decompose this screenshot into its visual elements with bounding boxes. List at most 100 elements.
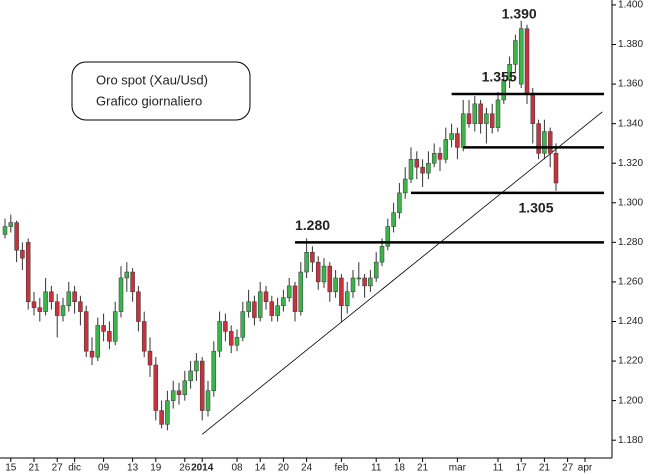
x-tick-label: 26	[179, 463, 191, 474]
candle-body	[298, 271, 304, 312]
x-tick-label: 21	[539, 463, 551, 474]
candle-body	[124, 271, 130, 279]
x-tick-label: 27	[562, 463, 574, 474]
candle-body	[495, 99, 501, 128]
x-tick-label: 21	[28, 463, 40, 474]
y-tick-label: 1.280	[618, 237, 643, 248]
x-tick-label: 08	[231, 463, 243, 474]
level-label: 1.355	[482, 69, 517, 85]
candle-body	[25, 242, 31, 302]
y-tick-label: 1.380	[618, 39, 643, 50]
candle-body	[147, 350, 153, 366]
candle-body	[275, 305, 280, 316]
peak-label: 1.390	[502, 5, 537, 21]
candle-body	[466, 113, 472, 124]
y-tick-label: 1.300	[618, 197, 643, 208]
candle-body	[176, 390, 182, 395]
candle-body	[420, 166, 425, 174]
candle-body	[460, 113, 466, 148]
candle-body	[489, 113, 495, 128]
candle-body	[101, 325, 106, 332]
candle-body	[530, 93, 536, 124]
candle-body	[20, 250, 25, 259]
x-tick-label: feb	[334, 463, 348, 474]
trendline	[201, 111, 603, 435]
y-tick-label: 1.220	[618, 356, 643, 367]
candle-body	[269, 301, 275, 316]
candle-body	[49, 291, 54, 302]
candle-body	[553, 153, 559, 184]
level-label: 1.280	[295, 217, 330, 233]
x-tick-label: 27	[52, 463, 64, 474]
candle-body	[199, 360, 205, 411]
candle-body	[344, 291, 350, 306]
y-tick-label: 1.180	[618, 435, 643, 446]
x-tick-label: dic	[68, 463, 81, 474]
candle-body	[437, 153, 443, 160]
x-tick-label: 18	[394, 463, 406, 474]
x-tick-label: 15	[5, 463, 17, 474]
candle-body	[8, 222, 14, 227]
candle-body	[257, 291, 263, 318]
box-line: Grafico giornaliero	[96, 93, 202, 108]
candle-body	[397, 192, 402, 213]
candle-body	[431, 153, 437, 164]
x-tick-label: 11	[371, 463, 382, 474]
candle-body	[234, 337, 240, 346]
candle-body	[484, 113, 489, 124]
x-tick-label: 21	[417, 463, 429, 474]
x-tick-label: 09	[98, 463, 110, 474]
y-tick-label: 1.400	[618, 0, 643, 11]
candle-body	[153, 364, 159, 411]
candle-body	[478, 103, 483, 124]
candle-body	[304, 251, 309, 273]
candle-body	[43, 291, 48, 312]
level-label: 1.305	[518, 200, 553, 216]
candle-body	[402, 178, 408, 194]
candle-body	[455, 133, 460, 148]
candle-body	[66, 291, 72, 306]
y-tick-label: 1.240	[618, 316, 643, 327]
candle-body	[217, 321, 222, 352]
candle-body	[321, 265, 327, 283]
candle-body	[118, 277, 124, 312]
candle-body	[536, 123, 541, 154]
x-tick-label: 2014	[191, 463, 214, 474]
candle-body	[472, 103, 478, 124]
candle-body	[37, 307, 43, 312]
candle-body	[60, 305, 66, 316]
candle-body	[205, 390, 211, 411]
y-tick-label: 1.200	[618, 395, 643, 406]
candle-body	[194, 360, 199, 372]
candle-body	[356, 277, 362, 280]
label-box	[71, 61, 251, 121]
y-tick-label: 1.360	[618, 79, 643, 90]
candle-body	[95, 325, 101, 358]
candle-body	[130, 271, 135, 293]
candle-body	[426, 162, 431, 174]
candle-body	[136, 291, 141, 322]
candle-body	[141, 321, 147, 352]
candle-body	[223, 321, 228, 332]
candle-body	[170, 390, 176, 401]
candle-body	[315, 261, 321, 283]
candle-body	[333, 277, 338, 293]
candle-body	[281, 297, 286, 306]
candle-body	[182, 380, 188, 395]
candle-body	[31, 301, 37, 308]
candle-body	[339, 277, 344, 306]
x-tick-label: 14	[255, 463, 267, 474]
candle-body	[368, 277, 373, 287]
candle-body	[362, 277, 367, 287]
candle-body	[379, 246, 385, 263]
candle-body	[507, 64, 512, 81]
box-line: Oro spot (Xau/Usd)	[96, 72, 208, 87]
candle-body	[240, 311, 246, 338]
candle-body	[542, 131, 547, 154]
candle-body	[112, 311, 118, 342]
x-tick-label: 24	[301, 463, 313, 474]
candle-body	[252, 301, 257, 318]
candle-body	[414, 159, 420, 168]
x-tick-label: 19	[150, 463, 162, 474]
x-tick-label: 11	[493, 463, 504, 474]
